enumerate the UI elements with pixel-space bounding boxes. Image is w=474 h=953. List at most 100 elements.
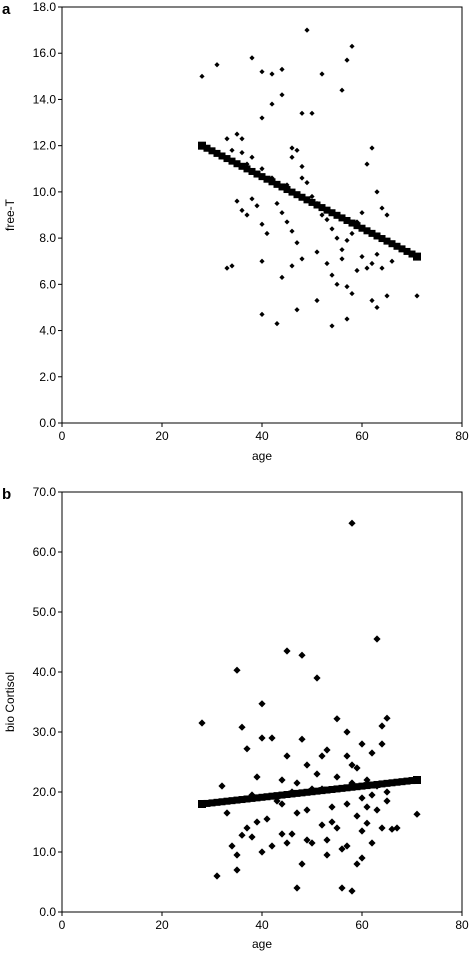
panel-b-fit-marker — [323, 786, 331, 794]
panel-a-y-tick-label: 2.0 — [39, 370, 56, 384]
panel-b-fit-marker — [373, 780, 381, 788]
panel-a-data-point — [339, 247, 345, 253]
panel-b-data-point — [318, 821, 326, 829]
panel-a-data-point — [324, 260, 330, 267]
panel-a-y-tick-label: 12.0 — [33, 139, 57, 153]
panel-b-points — [198, 519, 421, 895]
panel-b-fit-marker — [378, 780, 386, 788]
panel-b-data-point — [373, 635, 381, 643]
panel-b-data-point — [383, 714, 391, 722]
panel-a-data-point — [239, 207, 245, 213]
panel-b-data-point — [298, 735, 306, 743]
panel-b-y-tick-label: 0.0 — [39, 905, 56, 919]
panel-b-fit-marker — [333, 785, 341, 793]
panel-a-fit-marker — [218, 152, 226, 160]
panel-a-data-point — [414, 293, 420, 299]
panel-b-fit-marker — [218, 798, 226, 806]
panel-a-data-point — [279, 92, 285, 98]
panel-a-points — [199, 27, 420, 329]
panel-b-fit-marker — [348, 783, 356, 791]
panel-a-fit-marker — [288, 188, 296, 196]
panel-b-data-point — [298, 651, 306, 659]
panel-a-fit-marker — [323, 206, 331, 214]
panel-b-data-point — [353, 812, 361, 820]
panel-a-x-tick-label: 80 — [455, 429, 469, 443]
panel-a-fit-marker — [378, 235, 386, 243]
panel-a-data-point — [259, 166, 265, 172]
panel-b-data-point — [383, 788, 391, 796]
panel-a-y-tick-label: 14.0 — [33, 92, 57, 106]
panel-b-data-point — [298, 860, 306, 868]
panel-b-fit-marker — [383, 779, 391, 787]
panel-a-data-point — [364, 161, 370, 167]
panel-a-x-tick-label: 0 — [59, 429, 66, 443]
panel-b-fit-marker — [293, 789, 301, 797]
panel-a-fit-marker — [228, 157, 236, 165]
panel-b-fit-marker — [238, 796, 246, 804]
panel-a-fit-marker — [403, 247, 411, 255]
panel-a-fit-marker — [258, 173, 266, 181]
panel-b-data-point — [368, 839, 376, 847]
panel-b-data-point — [288, 830, 296, 838]
panel-a-data-point — [249, 55, 255, 61]
panel-b-data-point — [238, 723, 246, 731]
panel-a-fit-marker — [248, 167, 256, 175]
panel-b-fit-marker — [208, 799, 216, 807]
panel-a-fit-marker — [343, 216, 351, 224]
panel-a-fit-marker — [253, 170, 261, 178]
panel-b-data-point — [378, 824, 386, 832]
panel-b-data-point — [248, 833, 256, 841]
panel-a-data-point — [224, 265, 230, 271]
panel-b-y-ticks: 0.0 10.0 20.0 30.0 40.0 50.0 60.0 70.0 — [33, 485, 62, 919]
panel-a-fit-marker — [353, 222, 361, 230]
panel-a-data-point — [339, 87, 345, 93]
panel-b-fit-marker — [363, 782, 371, 790]
panel-a-data-point — [344, 316, 350, 322]
panel-a-fit-marker — [413, 252, 421, 261]
panel-b-data-point — [358, 854, 366, 862]
panel-b-data-point — [228, 842, 236, 850]
panel-a-x-ticks: 0 20 40 60 80 — [59, 423, 469, 443]
panel-a-y-axis-label: free-T — [3, 198, 17, 231]
panel-a-data-point — [364, 265, 370, 271]
panel-b-data-point — [253, 818, 261, 826]
panel-a-fit-marker — [198, 141, 206, 150]
panel-b-fit-marker — [263, 793, 271, 801]
panel-b-y-tick-label: 40.0 — [33, 665, 57, 679]
panel-a-fit-marker — [293, 191, 301, 199]
panel-a-data-point — [269, 71, 275, 77]
panel-b-data-point — [333, 773, 341, 781]
panel-a-fit-marker — [223, 155, 231, 163]
panel-b-fit-marker — [258, 793, 266, 801]
panel-a-data-point — [359, 254, 365, 260]
panel-a-data-point — [224, 136, 230, 142]
panel-a-data-point — [334, 281, 340, 287]
panel-b-data-point — [358, 794, 366, 802]
panel-a-data-point — [359, 210, 365, 216]
panel-a-y-ticks: 0.0 2.0 4.0 6.0 8.0 10.0 12.0 14.0 16.0 18.0 — [33, 0, 62, 430]
panel-a-data-point — [304, 27, 310, 33]
panel-b-fit-marker — [278, 791, 286, 799]
panel-b-data-point — [343, 842, 351, 850]
panel-a-fit-marker — [298, 193, 306, 201]
panel-b-x-tick-label: 80 — [455, 918, 469, 932]
panel-b-data-point — [318, 752, 326, 760]
panel-a-fit-marker — [363, 227, 371, 235]
panel-b-data-point — [333, 824, 341, 832]
panel-b-data-point — [363, 803, 371, 811]
panel-b-x-tick-label: 40 — [255, 918, 269, 932]
panel-a-fit-marker — [408, 250, 416, 258]
panel-b-fit-marker — [313, 787, 321, 795]
panel-a-data-point — [229, 147, 235, 153]
panel-b-fit-marker — [288, 790, 296, 798]
panel-b-data-point — [323, 836, 331, 844]
panel-a-data-point — [319, 71, 325, 77]
panel-b-data-point — [338, 884, 346, 892]
panel-a-fit-marker — [368, 229, 376, 237]
panel-b-data-point — [343, 752, 351, 760]
panel-a-data-point — [274, 321, 280, 327]
panel-a-fit-marker — [358, 224, 366, 232]
panel-a-data-point — [329, 226, 335, 232]
panel-b-fit-line — [198, 776, 421, 808]
panel-a-fit-marker — [338, 214, 346, 222]
